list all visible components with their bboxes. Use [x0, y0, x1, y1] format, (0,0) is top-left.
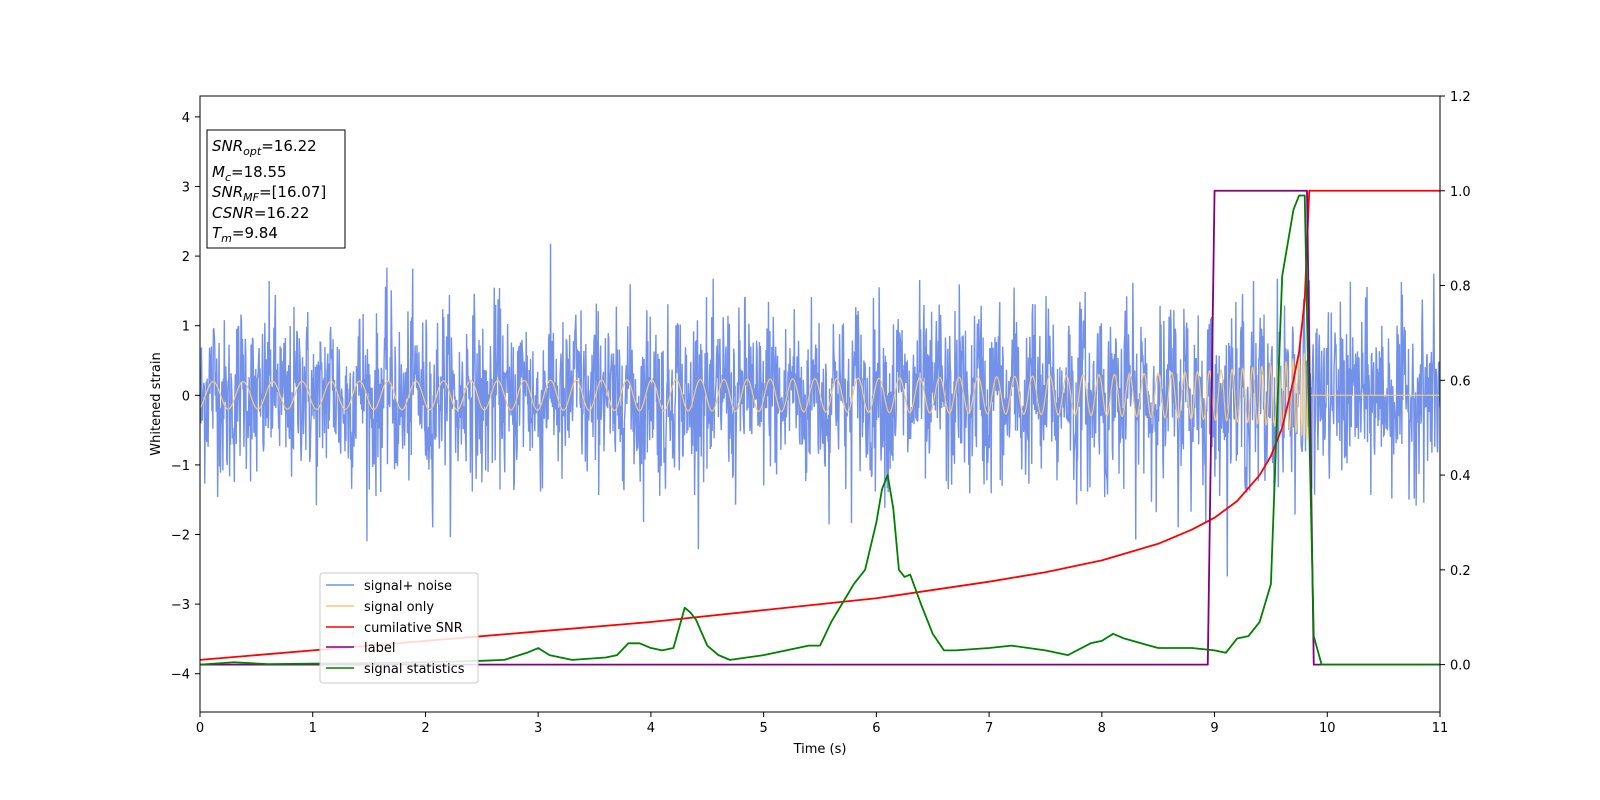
mc-text: Mc=18.55: [212, 163, 287, 184]
x-tick-label: 6: [872, 721, 880, 736]
x-tick-label: 7: [985, 721, 993, 736]
series-signal-statistics: [200, 194, 1440, 666]
y-tick-right-label: 0.8: [1450, 280, 1471, 295]
x-tick-label: 9: [1210, 721, 1218, 736]
x-tick-label: 3: [534, 721, 542, 736]
legend-label-signal-statistics: signal statistics: [364, 662, 465, 677]
y-tick-left-label: −4: [171, 668, 190, 683]
legend-frame: [319, 572, 479, 684]
series-layer: [200, 189, 1440, 666]
series-signal-only: [200, 347, 1440, 441]
legend: signal+ noise signal only cumilative SNR…: [319, 572, 479, 684]
x-tick-label: 1: [309, 721, 317, 736]
legend-label-signal-noise: signal+ noise: [364, 579, 452, 594]
series-signal-noise: [200, 243, 1440, 577]
y-tick-right-label: 0.2: [1450, 564, 1471, 579]
info-box-frame: [206, 129, 346, 249]
x-tick-label: 10: [1319, 721, 1336, 736]
x-tick-label: 11: [1432, 721, 1449, 736]
snr-opt-text: SNRopt=16.22: [212, 137, 317, 158]
y-tick-left-label: −3: [171, 598, 190, 613]
csnr-text: CSNR=16.22: [212, 204, 309, 222]
legend-label-cumulative-snr: cumilative SNR: [364, 621, 463, 636]
y-tick-left-label: 2: [182, 250, 190, 265]
y-tick-right-label: 0.6: [1450, 374, 1471, 389]
y-tick-left-label: −1: [171, 459, 190, 474]
x-tick-label: 8: [1098, 721, 1106, 736]
y-tick-left-label: 3: [182, 180, 190, 195]
snr-mf-text: SNRMF=[16.07]: [212, 183, 326, 204]
ticks-layer: 0 1 2 3 4 5 6 7 8 9 10 11 −4 −3 −2 −1 0 1 2 3 4 0.0 0.2 0.4 0.6 0…: [171, 90, 1471, 736]
series-cumulative-snr: [200, 189, 1440, 661]
legend-label-label: label: [364, 641, 395, 656]
y-tick-left-label: 4: [182, 111, 190, 126]
x-tick-label: 4: [647, 721, 655, 736]
y-tick-right-label: 0.4: [1450, 469, 1471, 484]
info-box: SNRopt=16.22 Mc=18.55 SNRMF=[16.07] CSNR…: [206, 129, 346, 249]
y-axis-label: Whitened strain: [149, 352, 164, 455]
y-tick-left-label: −2: [171, 529, 190, 544]
y-tick-right-label: 0.0: [1450, 659, 1471, 674]
x-tick-label: 0: [196, 721, 204, 736]
tm-text: Tm=9.84: [212, 224, 278, 245]
legend-label-signal-only: signal only: [364, 600, 434, 615]
y-tick-right-label: 1.0: [1450, 185, 1471, 200]
x-tick-label: 5: [759, 721, 767, 736]
y-tick-right-label: 1.2: [1450, 90, 1471, 105]
axes-frame: [199, 95, 1441, 713]
y-tick-left-label: 1: [182, 320, 190, 335]
x-tick-label: 2: [421, 721, 429, 736]
x-axis-label: Time (s): [793, 742, 847, 757]
y-tick-left-label: 0: [182, 389, 190, 404]
